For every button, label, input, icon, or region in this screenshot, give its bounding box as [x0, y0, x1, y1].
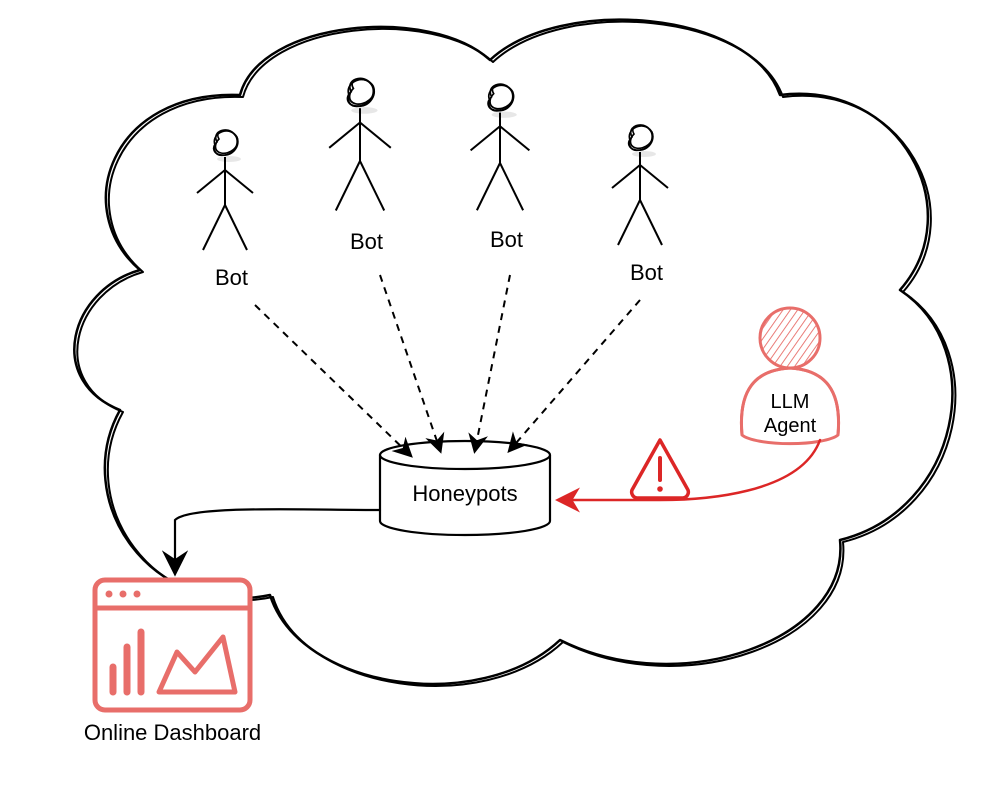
bot-stick-figure-2	[329, 78, 391, 210]
bot-label-2: Bot	[350, 229, 383, 254]
bot-arrow-1	[255, 305, 410, 455]
llm-agent-label-2: Agent	[764, 415, 817, 437]
llm-agent-label-1: LLM	[771, 391, 810, 413]
bot-arrow-4	[510, 300, 640, 450]
bot-label-3: Bot	[490, 227, 523, 252]
honeypot-to-dashboard-arrow	[175, 509, 380, 570]
bot-stick-figure-3	[471, 84, 530, 210]
llm-agent-icon: LLMAgent	[741, 308, 838, 444]
alert-icon	[632, 440, 689, 498]
honeypot-label: Honeypots	[412, 481, 517, 506]
bot-stick-figure-4	[612, 125, 668, 245]
dashboard-label: Online Dashboard	[84, 720, 261, 745]
bot-label-1: Bot	[215, 265, 248, 290]
bot-arrow-3	[475, 275, 510, 450]
bot-label-4: Bot	[630, 260, 663, 285]
bot-arrow-2	[380, 275, 440, 450]
bot-stick-figure-1	[197, 130, 253, 250]
honeypot-cylinder: Honeypots	[380, 441, 550, 535]
dashboard-icon	[95, 580, 250, 710]
